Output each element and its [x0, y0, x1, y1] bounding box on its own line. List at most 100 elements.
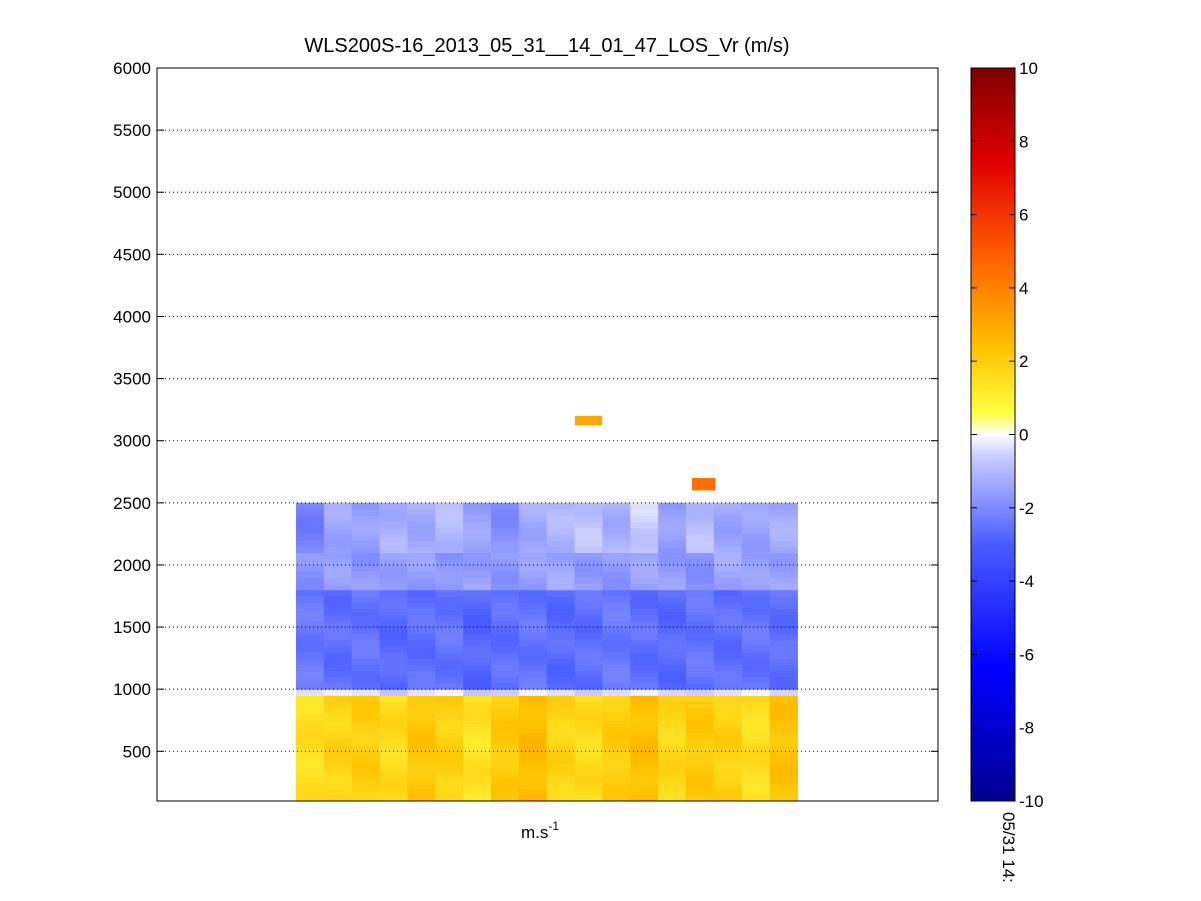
- heatmap-cell: [379, 788, 408, 796]
- heatmap-cell: [351, 527, 381, 535]
- heatmap-cell: [769, 614, 798, 622]
- heatmap-cell: [435, 521, 464, 529]
- colorbar-tick-label: 2: [1019, 352, 1028, 371]
- heatmap-cell: [685, 608, 715, 616]
- heatmap-cell: [435, 763, 464, 771]
- heatmap-cell: [323, 670, 353, 678]
- heatmap-cell: [685, 757, 715, 765]
- heatmap-cell: [323, 769, 353, 777]
- heatmap-cell: [491, 639, 520, 647]
- heatmap-cell: [518, 571, 548, 578]
- heatmap-cell: [323, 732, 353, 740]
- heatmap-cell: [351, 521, 381, 529]
- heatmap-cell: [518, 552, 548, 560]
- heatmap-cell: [296, 540, 325, 547]
- heatmap-cell: [546, 515, 576, 522]
- heatmap-cell: [602, 720, 631, 727]
- heatmap-cell: [602, 738, 631, 746]
- heatmap-cell: [463, 782, 492, 790]
- heatmap-cell: [491, 546, 520, 554]
- heatmap-cell: [518, 701, 548, 709]
- heatmap-cell: [491, 757, 520, 765]
- heatmap-cell: [407, 583, 436, 591]
- heatmap-cell: [574, 738, 603, 746]
- heatmap-cell: [741, 620, 771, 628]
- colorbar-tick-label: 8: [1019, 132, 1028, 151]
- heatmap-cell: [741, 651, 771, 659]
- heatmap-cell: [658, 763, 687, 771]
- heatmap-cell: [463, 651, 492, 659]
- heatmap-cell: [658, 583, 687, 591]
- heatmap-cell: [658, 726, 687, 734]
- heatmap-cell: [658, 757, 687, 765]
- heatmap-cell: [491, 509, 520, 516]
- heatmap-cell: [546, 757, 576, 765]
- heatmap-cell: [518, 589, 548, 597]
- heatmap-cell: [435, 502, 464, 510]
- heatmap-cell: [574, 726, 603, 734]
- heatmap-cell: [713, 540, 743, 547]
- heatmap-cell: [379, 633, 408, 640]
- heatmap-cell: [574, 546, 603, 554]
- heatmap-cell: [407, 645, 436, 653]
- y-tick-label: 1000: [113, 680, 151, 699]
- heatmap-cell: [518, 583, 548, 591]
- heatmap-cell: [296, 732, 325, 740]
- plot-frame: [156, 67, 939, 802]
- heatmap-cell: [323, 614, 353, 622]
- heatmap-cell: [546, 651, 576, 659]
- heatmap-cell: [630, 720, 659, 727]
- heatmap-cell: [713, 726, 743, 734]
- heatmap-cell: [518, 533, 548, 541]
- heatmap-cell: [379, 726, 408, 734]
- heatmap-cell: [658, 651, 687, 659]
- heatmap-cell: [658, 509, 687, 516]
- heatmap-cell: [769, 726, 798, 734]
- heatmap-cell: [296, 558, 325, 566]
- heatmap-cell: [518, 564, 548, 572]
- heatmap-cell: [713, 658, 743, 665]
- heatmap-cell: [435, 546, 464, 554]
- heatmap-cell: [518, 596, 548, 603]
- heatmap-cell: [463, 670, 492, 678]
- heatmap-cell: [518, 509, 548, 516]
- heatmap-cell: [518, 645, 548, 653]
- heatmap-cell: [463, 763, 492, 771]
- heatmap-cell: [351, 651, 381, 659]
- heatmap-cell: [463, 627, 492, 634]
- heatmap-cell: [323, 552, 353, 560]
- heatmap-cell: [741, 751, 771, 759]
- heatmap-cell: [296, 707, 325, 715]
- heatmap-cell: [602, 776, 631, 783]
- heatmap-cell: [658, 633, 687, 640]
- heatmap-cell: [491, 577, 520, 585]
- heatmap-cell: [769, 596, 798, 603]
- heatmap-cell: [741, 546, 771, 554]
- heatmap-cell: [463, 596, 492, 603]
- colorbar-tick-label: 6: [1019, 206, 1028, 225]
- heatmap-cell: [407, 608, 436, 616]
- heatmap-cell: [435, 620, 464, 628]
- heatmap-cell: [602, 583, 631, 591]
- heatmap-cell: [546, 751, 576, 759]
- heatmap-cell: [602, 782, 631, 790]
- heatmap-cell: [323, 745, 353, 752]
- heatmap-cell: [741, 682, 771, 690]
- heatmap-cell: [546, 558, 576, 566]
- heatmap-cell: [435, 639, 464, 647]
- heatmap-cell: [713, 583, 743, 591]
- heatmap-cell: [296, 633, 325, 640]
- heatmap-cell: [463, 527, 492, 535]
- heatmap-cell: [685, 633, 715, 640]
- heatmap-cell: [323, 645, 353, 653]
- heatmap-cell: [630, 589, 659, 597]
- heatmap-cell: [574, 564, 603, 572]
- heatmap-cell: [435, 577, 464, 585]
- heatmap-cell: [658, 596, 687, 603]
- heatmap-cell: [630, 689, 659, 696]
- heatmap-cell: [630, 620, 659, 628]
- heatmap-cell: [351, 769, 381, 777]
- heatmap-cell: [630, 583, 659, 591]
- heatmap-cell: [546, 564, 576, 572]
- heatmap-cell: [713, 589, 743, 597]
